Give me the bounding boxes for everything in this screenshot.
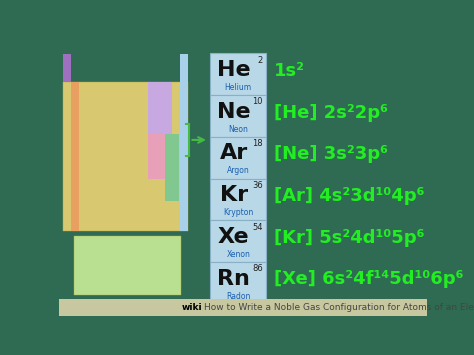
Bar <box>210 95 266 137</box>
Bar <box>63 54 71 82</box>
Text: [Ne] 3s²3p⁶: [Ne] 3s²3p⁶ <box>274 145 388 163</box>
Text: 36: 36 <box>252 181 263 190</box>
Text: Kr: Kr <box>220 185 248 205</box>
Text: Helium: Helium <box>225 83 252 92</box>
Bar <box>148 82 173 134</box>
Bar <box>74 235 181 295</box>
Bar <box>165 134 180 201</box>
Text: 1s²: 1s² <box>274 62 305 80</box>
Text: [He] 2s²2p⁶: [He] 2s²2p⁶ <box>274 104 388 122</box>
Bar <box>210 53 266 95</box>
Bar <box>180 54 188 82</box>
Text: wiki: wiki <box>182 303 202 312</box>
Text: How to Write a Noble Gas Configuration for Atoms of an Element: How to Write a Noble Gas Configuration f… <box>204 303 474 312</box>
Bar <box>210 220 266 262</box>
Text: 86: 86 <box>252 264 263 273</box>
Bar <box>59 299 427 316</box>
Text: Ne: Ne <box>217 102 251 122</box>
Bar <box>71 82 79 231</box>
Text: [Xe] 6s²4f¹⁴5d¹⁰6p⁶: [Xe] 6s²4f¹⁴5d¹⁰6p⁶ <box>274 271 464 289</box>
Text: Argon: Argon <box>227 166 250 175</box>
Bar <box>210 137 266 179</box>
Text: 18: 18 <box>253 139 263 148</box>
Text: Radon: Radon <box>226 291 250 301</box>
Text: 10: 10 <box>253 97 263 106</box>
Bar <box>210 262 266 304</box>
Bar <box>63 82 188 231</box>
Text: 2: 2 <box>258 56 263 65</box>
Text: He: He <box>217 60 251 80</box>
Text: [Kr] 5s²4d¹⁰5p⁶: [Kr] 5s²4d¹⁰5p⁶ <box>274 229 424 247</box>
Text: Xe: Xe <box>218 227 250 247</box>
Text: Krypton: Krypton <box>223 208 254 217</box>
Text: [Ar] 4s²3d¹⁰4p⁶: [Ar] 4s²3d¹⁰4p⁶ <box>274 187 424 205</box>
Bar <box>148 82 173 179</box>
Text: Neon: Neon <box>228 125 248 134</box>
Text: Xenon: Xenon <box>227 250 250 259</box>
Text: Rn: Rn <box>218 269 250 289</box>
Bar <box>210 179 266 220</box>
Bar <box>180 82 188 231</box>
Text: Ar: Ar <box>219 143 248 164</box>
Text: 54: 54 <box>253 223 263 231</box>
